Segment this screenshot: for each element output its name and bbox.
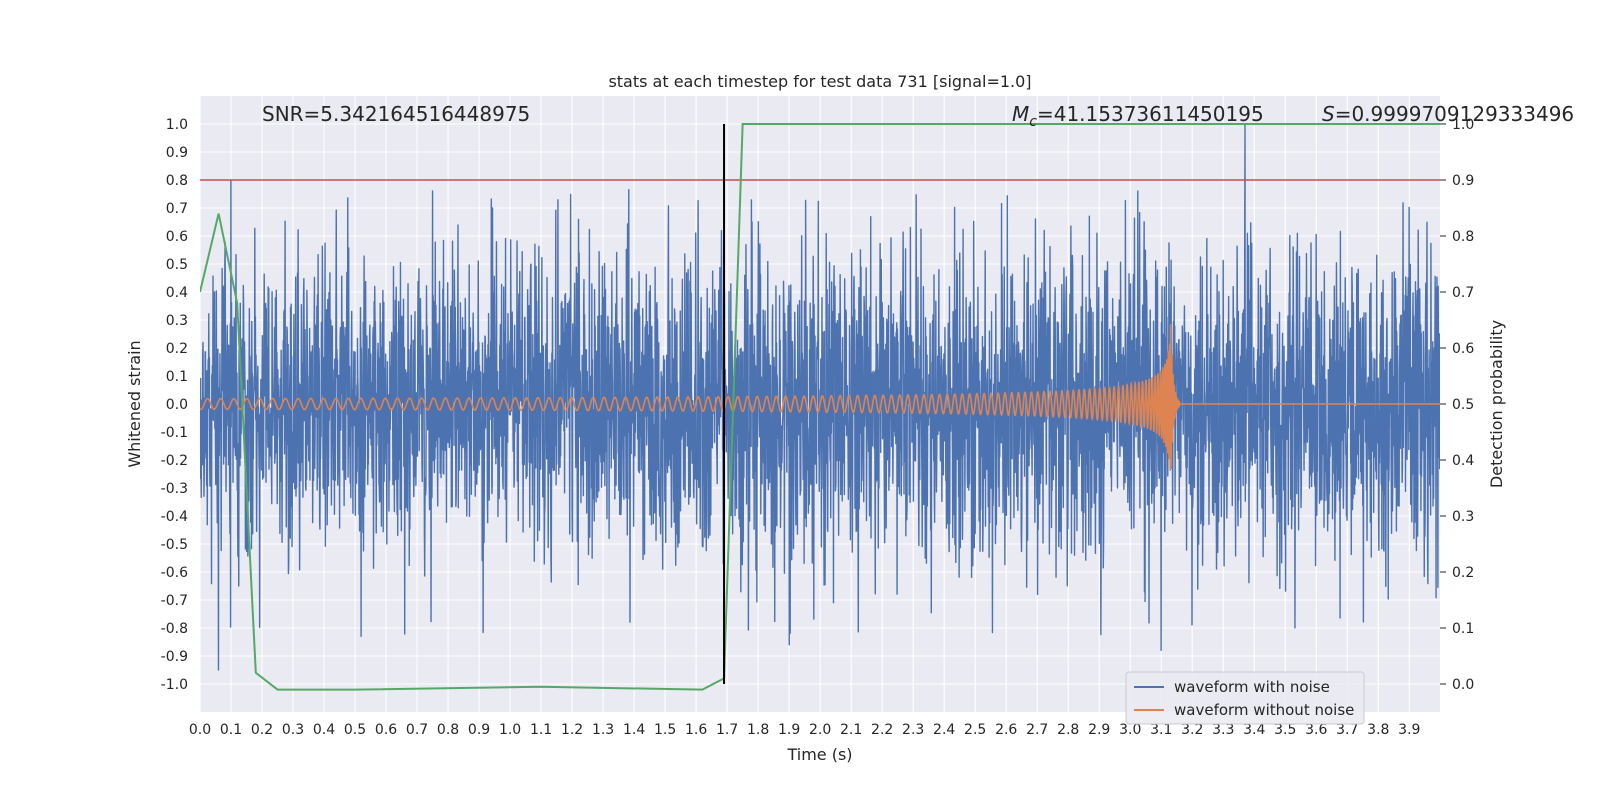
x-tick-label: 1.7	[716, 722, 738, 738]
y2-tick-label: 0.4	[1452, 453, 1474, 469]
chirp-mass-annotation: Mc=41.15373611450195	[1012, 102, 1264, 130]
y-tick-label: 0.7	[166, 201, 188, 217]
x-tick-label: 1.6	[685, 722, 707, 738]
x-tick-label: 2.3	[902, 722, 924, 738]
x-tick-label: 3.5	[1274, 722, 1296, 738]
x-tick-label: 3.4	[1243, 722, 1265, 738]
x-tick-label: 2.8	[1057, 722, 1079, 738]
legend-label: waveform without noise	[1174, 701, 1354, 719]
x-tick-label: 2.6	[995, 722, 1017, 738]
x-tick-label: 2.5	[964, 722, 986, 738]
score-annotation: S=0.9999709129333496	[1322, 102, 1574, 126]
y-tick-label: -0.7	[161, 593, 188, 609]
x-tick-label: 3.3	[1212, 722, 1234, 738]
x-tick-label: 1.8	[747, 722, 769, 738]
x-tick-label: 2.4	[933, 722, 955, 738]
y2-tick-label: 0.5	[1452, 397, 1474, 413]
y-tick-label: -0.4	[161, 509, 188, 525]
x-tick-label: 2.9	[1088, 722, 1110, 738]
y-tick-label: 0.6	[166, 229, 188, 245]
y2-tick-label: 0.6	[1452, 341, 1474, 357]
y-tick-label: -0.2	[161, 453, 188, 469]
x-tick-label: 3.6	[1305, 722, 1327, 738]
snr-annotation: SNR=5.342164516448975	[262, 102, 530, 126]
series-detection-probability	[200, 123, 1440, 691]
y-tick-label: 0.3	[166, 313, 188, 329]
x-tick-label: 1.5	[654, 722, 676, 738]
x-tick-label: 0.6	[375, 722, 397, 738]
chart-title: stats at each timestep for test data 731…	[608, 72, 1031, 91]
y-tick-label: 0.4	[166, 285, 188, 301]
x-tick-label: 3.2	[1181, 722, 1203, 738]
y-tick-label: -1.0	[161, 677, 188, 693]
y-tick-label: -0.1	[161, 425, 188, 441]
y2-axis-label: Detection probability	[1487, 320, 1506, 488]
y-tick-label: -0.5	[161, 537, 188, 553]
y2-tick-label: 0.7	[1452, 285, 1474, 301]
y-tick-label: 0.1	[166, 369, 188, 385]
y-tick-label: 0.8	[166, 173, 188, 189]
x-tick-label: 0.7	[406, 722, 428, 738]
y-tick-label: 0.0	[166, 397, 188, 413]
x-tick-label: 0.1	[220, 722, 242, 738]
y-tick-label: -0.3	[161, 481, 188, 497]
y-axis-label: Whitened strain	[125, 340, 144, 467]
x-tick-label: 3.8	[1367, 722, 1389, 738]
x-tick-label: 1.3	[592, 722, 614, 738]
y-tick-label: 0.5	[166, 257, 188, 273]
x-tick-label: 3.9	[1398, 722, 1420, 738]
legend-label: waveform with noise	[1174, 678, 1330, 696]
series-waveform-with-noise	[200, 123, 1440, 671]
x-tick-label: 2.2	[871, 722, 893, 738]
y-tick-label: -0.8	[161, 621, 188, 637]
x-tick-label: 0.4	[313, 722, 335, 738]
x-tick-label: 0.5	[344, 722, 366, 738]
x-tick-label: 2.1	[840, 722, 862, 738]
y2-tick-label: 0.3	[1452, 509, 1474, 525]
y2-tick-label: 0.8	[1452, 229, 1474, 245]
y2-tick-label: 0.0	[1452, 677, 1474, 693]
x-tick-label: 1.2	[561, 722, 583, 738]
x-tick-label: 1.9	[778, 722, 800, 738]
y-tick-label: 0.2	[166, 341, 188, 357]
y-tick-label: -0.9	[161, 649, 188, 665]
x-tick-label: 0.3	[282, 722, 304, 738]
x-tick-label: 3.1	[1150, 722, 1172, 738]
x-axis-label: Time (s)	[786, 745, 852, 764]
y-tick-label: -0.6	[161, 565, 188, 581]
y2-tick-label: 1.0	[1452, 117, 1474, 133]
x-tick-label: 2.0	[809, 722, 831, 738]
x-tick-label: 0.8	[437, 722, 459, 738]
series-waveform-without-noise	[200, 324, 1440, 471]
x-tick-label: 1.1	[530, 722, 552, 738]
y2-tick-label: 0.1	[1452, 621, 1474, 637]
x-tick-label: 1.0	[499, 722, 521, 738]
x-tick-label: 2.7	[1026, 722, 1048, 738]
y2-tick-label: 0.2	[1452, 565, 1474, 581]
x-tick-label: 0.9	[468, 722, 490, 738]
y-tick-label: 1.0	[166, 117, 188, 133]
x-tick-label: 0.0	[189, 722, 211, 738]
x-tick-label: 3.7	[1336, 722, 1358, 738]
y-tick-label: 0.9	[166, 145, 188, 161]
x-tick-label: 0.2	[251, 722, 273, 738]
legend-box	[1125, 671, 1365, 725]
y2-tick-label: 0.9	[1452, 173, 1474, 189]
x-tick-label: 3.0	[1119, 722, 1141, 738]
x-tick-label: 1.4	[623, 722, 645, 738]
